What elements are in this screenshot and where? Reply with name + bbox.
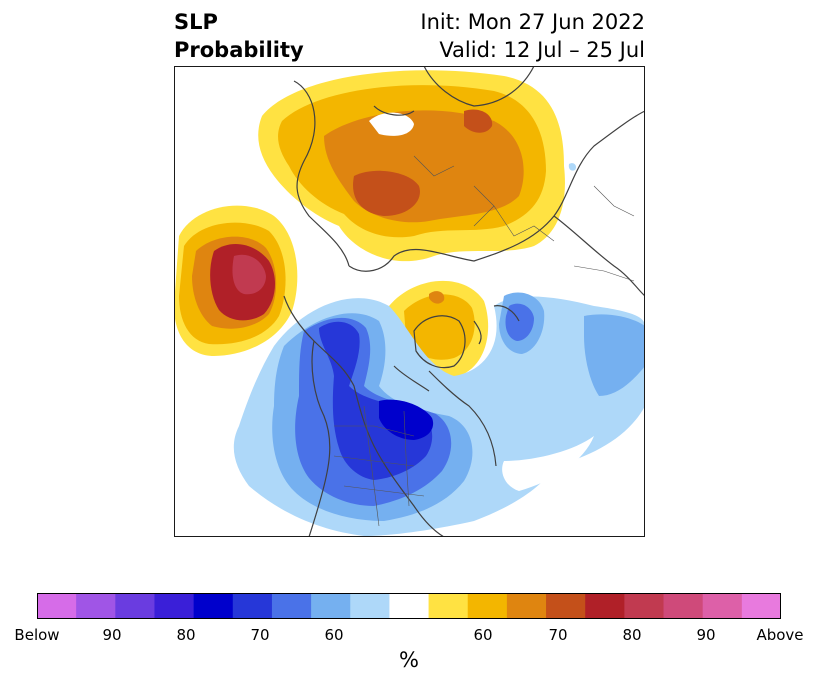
- colorbar-bin-5: [232, 593, 273, 619]
- colorbar-bin-13: [546, 593, 586, 619]
- colorbar-tick-0: Below: [14, 626, 60, 644]
- colorbar-bin-7: [311, 593, 351, 619]
- colorbar-bin-10: [428, 593, 469, 619]
- colorbar-bin-4: [193, 593, 234, 619]
- below-anomaly-north-america: [233, 292, 645, 536]
- colorbar-bin-11: [467, 593, 508, 619]
- colorbar-tick-5: 60: [473, 626, 493, 644]
- valid-range-label: Valid: 12 Jul – 25 Jul: [439, 38, 645, 62]
- above-anomaly-arctic-eurasia: [258, 70, 565, 262]
- colorbar-bin-8: [350, 593, 390, 619]
- colorbar-border: [37, 593, 781, 619]
- colorbar-bin-1: [76, 593, 116, 619]
- above-anomaly-pacific: [174, 205, 298, 356]
- colorbar-tick-7: 80: [622, 626, 642, 644]
- colorbar-tick-3: 70: [250, 626, 270, 644]
- colorbar-bin-2: [115, 593, 155, 619]
- colorbar: [37, 593, 781, 619]
- colorbar-tick-1: 90: [102, 626, 122, 644]
- colorbar-tick-9: Above: [756, 626, 804, 644]
- colorbar-tick-6: 70: [548, 626, 568, 644]
- probability-map: [174, 66, 645, 537]
- coastlines: [283, 66, 645, 537]
- title-type: Probability: [174, 38, 304, 62]
- colorbar-bin-17: [702, 593, 743, 619]
- colorbar-tick-4: 60: [324, 626, 344, 644]
- colorbar-unit-label: %: [399, 648, 419, 672]
- colorbar-bin-18: [741, 593, 781, 619]
- colorbar-bin-0: [37, 593, 77, 619]
- title-variable: SLP: [174, 10, 218, 34]
- chart-title-right: Init: Mon 27 Jun 2022 Valid: 12 Jul – 25…: [420, 8, 645, 64]
- colorbar-bin-15: [624, 593, 665, 619]
- init-date-label: Init: Mon 27 Jun 2022: [420, 10, 645, 34]
- colorbar-bin-12: [506, 593, 547, 619]
- colorbar-tick-2: 80: [176, 626, 196, 644]
- chart-title-left: SLP Probability: [174, 8, 304, 64]
- colorbar-bin-3: [154, 593, 195, 619]
- colorbar-bin-16: [663, 593, 704, 619]
- colorbar-bin-6: [271, 593, 312, 619]
- country-borders: [333, 155, 635, 527]
- colorbar-tick-8: 90: [696, 626, 716, 644]
- colorbar-bin-9: [389, 593, 430, 619]
- colorbar-bin-14: [585, 593, 625, 619]
